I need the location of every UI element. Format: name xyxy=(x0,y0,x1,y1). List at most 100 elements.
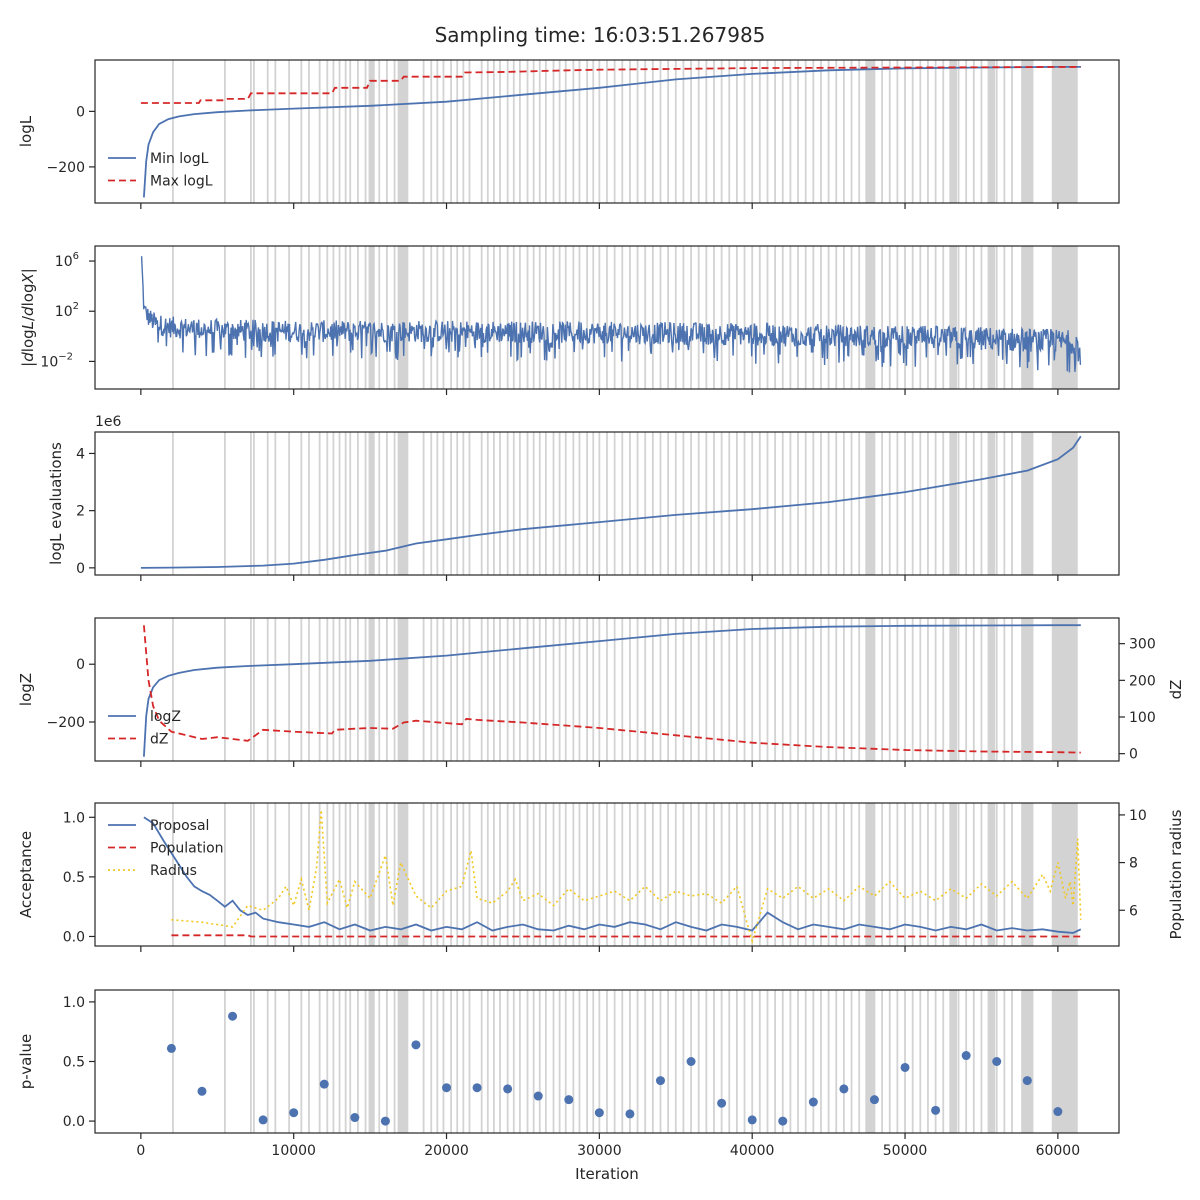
series-line xyxy=(140,435,1082,569)
data-point xyxy=(655,1076,665,1086)
data-point xyxy=(1022,1076,1032,1086)
panel-1: −200 0 logL Min logL Max logL xyxy=(17,59,1120,209)
x-tick-label: 10000 xyxy=(271,1143,316,1159)
y-tick-label: 0 xyxy=(76,657,85,673)
data-point xyxy=(350,1113,360,1123)
data-point xyxy=(166,1043,176,1053)
proposal-line xyxy=(143,816,1082,934)
y2-axis-label: Population radius xyxy=(1167,809,1185,939)
y2-tick-label: 300 xyxy=(1129,637,1156,653)
plot-area xyxy=(140,432,1082,575)
y-tick-label: −200 xyxy=(47,160,85,176)
x-tick-label: 20000 xyxy=(424,1143,469,1159)
y-tick-label: 0.5 xyxy=(63,1055,85,1071)
insertion-band xyxy=(1051,60,1078,203)
data-point xyxy=(319,1079,329,1089)
y-tick-label: 2 xyxy=(76,504,85,520)
axes-frame xyxy=(94,245,1120,390)
y-axis-label: logL evaluations xyxy=(47,442,65,565)
insertion-band xyxy=(1021,618,1034,761)
x-axis-label: Iteration xyxy=(575,1165,639,1183)
axes-frame xyxy=(94,802,1120,947)
data-point xyxy=(961,1051,971,1061)
panel-5: 0.0 0.5 1.0 6 8 10 Population radius Acceptance… xyxy=(17,802,1185,952)
y-tick-label: 106 xyxy=(55,251,79,270)
axes-frame xyxy=(94,431,1120,576)
panel-2: 106 102 10−2|dlogL/dlogX| xyxy=(19,245,1120,395)
data-point xyxy=(258,1115,268,1125)
data-point xyxy=(228,1011,238,1021)
y-axis-label: logZ xyxy=(17,673,35,706)
insertion-band xyxy=(368,246,375,389)
plot-area xyxy=(166,990,1078,1133)
data-point xyxy=(717,1098,727,1108)
y-tick-label: 0.0 xyxy=(63,929,85,945)
insertion-band xyxy=(865,990,875,1133)
y-tick-label: 102 xyxy=(55,301,79,320)
y-tick-label: 0 xyxy=(76,561,85,577)
y2-tick-label: 8 xyxy=(1129,856,1138,872)
insertion-band xyxy=(987,60,996,203)
data-point xyxy=(778,1116,788,1126)
data-point xyxy=(992,1057,1002,1066)
insertion-band xyxy=(368,990,375,1133)
axes-frame xyxy=(94,59,1120,204)
data-point xyxy=(533,1091,543,1101)
insertion-band xyxy=(1021,803,1034,946)
y2-axis-label: dZ xyxy=(1167,680,1185,700)
plot-area xyxy=(143,803,1082,946)
y-tick-exponent: 6 xyxy=(73,251,79,262)
insertion-band xyxy=(397,246,409,389)
insertion-band xyxy=(865,60,875,203)
data-point xyxy=(747,1115,757,1125)
y-tick-label: 0.5 xyxy=(63,870,85,886)
logz-line xyxy=(143,624,1081,757)
data-point xyxy=(594,1108,604,1118)
legend-label: Population xyxy=(150,841,224,857)
panel-4: −200 0 0 100 200 300 dZ logZ logZ dZ xyxy=(17,617,1185,767)
min-logl-line xyxy=(143,66,1081,198)
plot-area xyxy=(140,246,1082,389)
y2-tick-label: 10 xyxy=(1129,808,1147,824)
data-point xyxy=(442,1083,452,1093)
radius-line xyxy=(171,810,1082,945)
panel-3: 0 2 4 1e6 logL evaluations xyxy=(47,414,1120,581)
data-point xyxy=(931,1105,941,1115)
y2-tick-label: 100 xyxy=(1129,710,1156,726)
y-tick-label: −200 xyxy=(47,715,85,731)
data-point xyxy=(1053,1107,1063,1117)
data-point xyxy=(900,1062,910,1072)
y-tick-label: 0 xyxy=(76,104,85,120)
y-offset-label: 1e6 xyxy=(95,414,122,430)
insertion-band xyxy=(397,432,409,575)
y-tick-label: 1.0 xyxy=(63,810,85,826)
data-point xyxy=(380,1116,390,1126)
data-point xyxy=(808,1097,818,1107)
legend-label: Radius xyxy=(150,863,197,879)
axes-frame xyxy=(94,617,1120,762)
y-axis-label: logL xyxy=(17,115,35,147)
x-tick-label: 40000 xyxy=(730,1143,775,1159)
data-point xyxy=(197,1086,207,1096)
y-axis-label: Acceptance xyxy=(17,831,35,918)
panel-6: 0 10000 20000 30000 40000 50000 60000 0.0 0.5 1.0… xyxy=(17,989,1120,1159)
y-axis-label: p-value xyxy=(17,1034,35,1090)
insertion-band xyxy=(368,618,375,761)
y-tick-label: 4 xyxy=(76,446,85,462)
insertion-band xyxy=(865,246,875,389)
insertion-band xyxy=(1021,60,1034,203)
insertion-band xyxy=(1051,432,1078,575)
insertion-band xyxy=(987,803,996,946)
insertion-band xyxy=(368,803,375,946)
data-point xyxy=(564,1095,574,1105)
insertion-band xyxy=(987,618,996,761)
y-tick-exponent: 2 xyxy=(73,301,79,312)
y2-tick-label: 0 xyxy=(1129,747,1138,763)
legend-label: Max logL xyxy=(150,174,213,190)
insertion-band xyxy=(949,432,957,575)
figure-title: Sampling time: 16:03:51.267985 xyxy=(435,23,766,47)
x-tick-label: 30000 xyxy=(577,1143,622,1159)
insertion-band xyxy=(987,432,996,575)
y-tick-label: 0.0 xyxy=(63,1114,85,1130)
